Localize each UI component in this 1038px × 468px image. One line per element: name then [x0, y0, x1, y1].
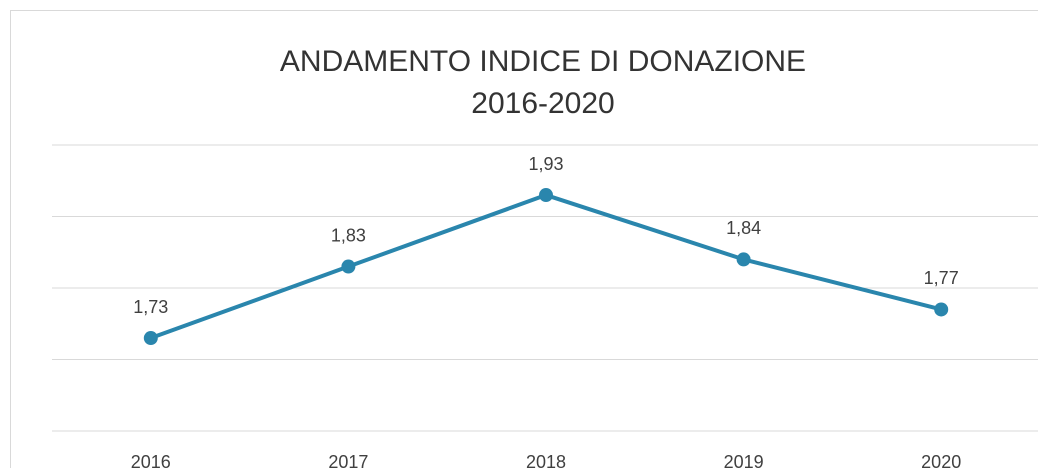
data-label: 1,77	[924, 268, 959, 288]
point	[143, 331, 158, 346]
point	[934, 302, 949, 317]
x-tick-label: 2017	[328, 452, 368, 468]
x-tick-label: 2018	[526, 452, 566, 468]
data-label: 1,83	[331, 225, 366, 245]
point	[341, 259, 356, 274]
chart-title: ANDAMENTO INDICE DI DONAZIONE	[280, 45, 806, 78]
data-label: 1,73	[133, 297, 168, 317]
data-label: 1,93	[528, 154, 563, 174]
chart-border	[10, 10, 1038, 468]
x-tick-label: 2020	[921, 452, 961, 468]
x-tick-label: 2019	[724, 452, 764, 468]
point	[539, 188, 553, 203]
point	[736, 252, 751, 267]
x-tick-label: 2016	[131, 452, 171, 468]
data-label: 1,84	[726, 218, 761, 238]
chart-title: 2016-2020	[471, 87, 614, 120]
